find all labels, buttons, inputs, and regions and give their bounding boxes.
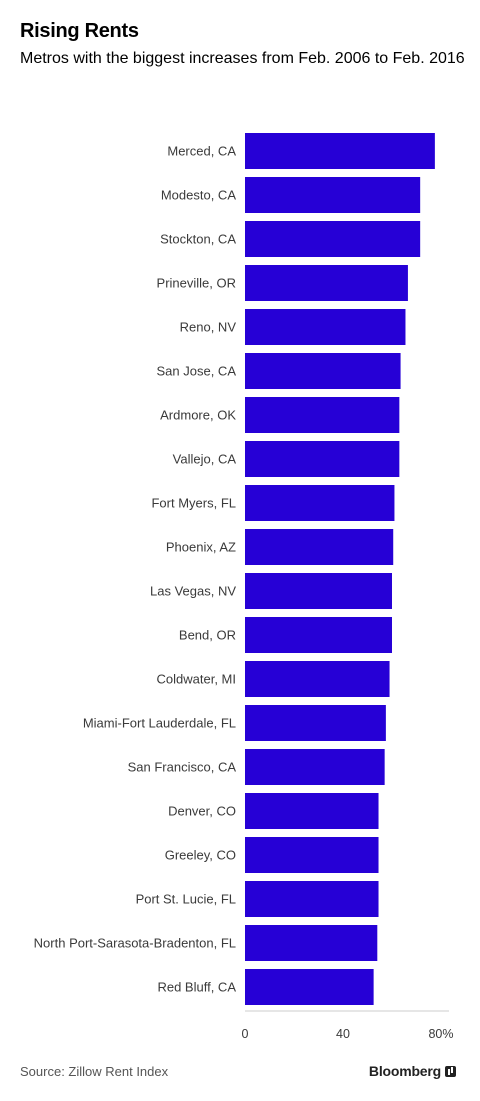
bar [245,441,400,477]
bar [245,265,408,301]
category-label: San Jose, CA [157,364,237,379]
x-tick-label: 80% [428,1027,453,1041]
bar [245,837,379,873]
bar [245,749,385,785]
bar [245,133,435,169]
category-label: Port St. Lucie, FL [136,892,236,907]
bar [245,177,421,213]
bar [245,529,394,565]
category-label: Bend, OR [179,628,236,643]
bar [245,617,392,653]
category-label: Phoenix, AZ [166,540,236,555]
bar [245,353,401,389]
bar [245,705,386,741]
category-label: Prineville, OR [157,276,236,291]
brand-logo: Bloomberg [369,1063,456,1079]
source-note: Source: Zillow Rent Index [20,1064,169,1079]
x-tick-label: 40 [336,1027,350,1041]
category-labels-group: Merced, CA Modesto, CA Stockton, CA Prinevi… [34,144,237,995]
category-label: Vallejo, CA [173,452,237,467]
category-label: Miami-Fort Lauderdale, FL [83,716,236,731]
bar [245,969,374,1005]
bar [245,485,395,521]
bars-group [245,133,435,1005]
bloomberg-chart-icon [445,1065,456,1077]
bar [245,925,378,961]
category-label: Stockton, CA [160,232,236,247]
x-tick-label: 0 [242,1027,249,1041]
category-label: Denver, CO [168,804,236,819]
chart-subtitle: Metros with the biggest increases from F… [20,50,465,67]
tick-labels-group: 0 40 80% [242,1027,454,1041]
category-label: Las Vegas, NV [150,584,236,599]
category-label: Fort Myers, FL [151,496,236,511]
category-label: Modesto, CA [161,188,236,203]
bar [245,881,379,917]
chart-title: Rising Rents [20,20,139,42]
category-label: Ardmore, OK [160,408,236,423]
bar [245,573,392,609]
category-label: Coldwater, MI [157,672,236,687]
bar-chart: Merced, CA Modesto, CA Stockton, CA Prinevi… [34,133,454,1041]
brand-name: Bloomberg [368,1063,441,1079]
bar [245,309,406,345]
bar [245,793,379,829]
bar [245,221,421,257]
category-label: Greeley, CO [165,848,236,863]
category-label: Red Bluff, CA [157,980,236,995]
category-label: San Francisco, CA [128,760,237,775]
bar [245,397,400,433]
bar [245,661,390,697]
category-label: North Port-Sarasota-Bradenton, FL [34,936,236,951]
category-label: Reno, NV [180,320,237,335]
category-label: Merced, CA [167,144,236,159]
